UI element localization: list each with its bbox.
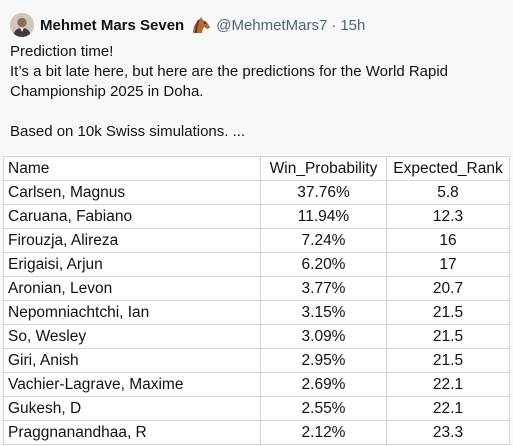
tweet-image[interactable]: Name Win_Probability Expected_Rank Carls… [3,156,511,446]
table-row: Carlsen, Magnus 37.76% 5.8 [3,180,510,205]
win-probability: 3.15% [260,300,387,325]
horse-head-icon [190,16,212,34]
win-probability: 7.24% [260,228,387,253]
table-row: Nepomniachtchi, Ian 3.15% 21.5 [3,300,510,325]
expected-rank: 17 [386,252,510,277]
win-probability: 2.12% [260,420,387,445]
expected-rank: 22.1 [386,372,510,397]
expected-rank: 21.5 [386,348,510,373]
table-header-row: Name Win_Probability Expected_Rank [3,156,510,181]
tweet-text-line: It’s a bit late here, but here are the p… [10,63,449,100]
table-row: Gukesh, D 2.55% 22.1 [3,396,510,421]
expected-rank: 5.8 [386,180,510,205]
win-probability: 2.55% [260,396,387,421]
expected-rank: 21.5 [386,324,510,349]
author-name[interactable]: Mehmet Mars Seven [40,16,185,34]
player-name: Erigaisi, Arjun [3,252,261,277]
tweet-text-line[interactable]: Based on 10k Swiss simulations. ... [10,123,246,140]
tweet-header: Mehmet Mars Seven @MehmetMars7 · 15h [10,12,365,38]
win-probability: 37.76% [260,180,387,205]
expected-rank: 21.5 [386,300,510,325]
player-name: So, Wesley [3,324,261,349]
table-row: Vachier-Lagrave, Maxime 2.69% 22.1 [3,372,510,397]
tweet-timestamp[interactable]: 15h [340,16,366,34]
table-row: Caruana, Fabiano 11.94% 12.3 [3,204,510,229]
expected-rank: 23.3 [386,420,510,445]
win-probability: 2.95% [260,348,387,373]
win-probability: 6.20% [260,252,387,277]
avatar-icon [10,13,34,37]
player-name: Giri, Anish [3,348,261,373]
author-handle[interactable]: @MehmetMars7 [216,16,328,34]
player-name: Nepomniachtchi, Ian [3,300,261,325]
table-row: Firouzja, Alireza 7.24% 16 [3,228,510,253]
column-header-expected-rank: Expected_Rank [386,156,510,181]
expected-rank: 12.3 [386,204,510,229]
table-row: Aronian, Levon 3.77% 20.7 [3,276,510,301]
table-row: So, Wesley 3.09% 21.5 [3,324,510,349]
expected-rank: 22.1 [386,396,510,421]
tweet-text-line: Prediction time! [10,43,114,60]
player-name: Vachier-Lagrave, Maxime [3,372,261,397]
win-probability: 3.09% [260,324,387,349]
win-probability: 2.69% [260,372,387,397]
player-name: Caruana, Fabiano [3,204,261,229]
table-row: Erigaisi, Arjun 6.20% 17 [3,252,510,277]
win-probability: 11.94% [260,204,387,229]
player-name: Praggnanandhaa, R [3,420,261,445]
player-name: Firouzja, Alireza [3,228,261,253]
win-probability: 3.77% [260,276,387,301]
player-name: Gukesh, D [3,396,261,421]
player-name: Carlsen, Magnus [3,180,261,205]
tweet-text: Prediction time! It’s a bit late here, b… [10,42,502,142]
avatar[interactable] [10,13,34,37]
expected-rank: 16 [386,228,510,253]
column-header-win-probability: Win_Probability [260,156,387,181]
predictions-table: Name Win_Probability Expected_Rank Carls… [3,156,510,445]
expected-rank: 20.7 [386,276,510,301]
table-row: Praggnanandhaa, R 2.12% 23.3 [3,420,510,445]
table-row: Giri, Anish 2.95% 21.5 [3,348,510,373]
column-header-name: Name [3,156,261,181]
player-name: Aronian, Levon [3,276,261,301]
separator-dot: · [331,16,337,34]
